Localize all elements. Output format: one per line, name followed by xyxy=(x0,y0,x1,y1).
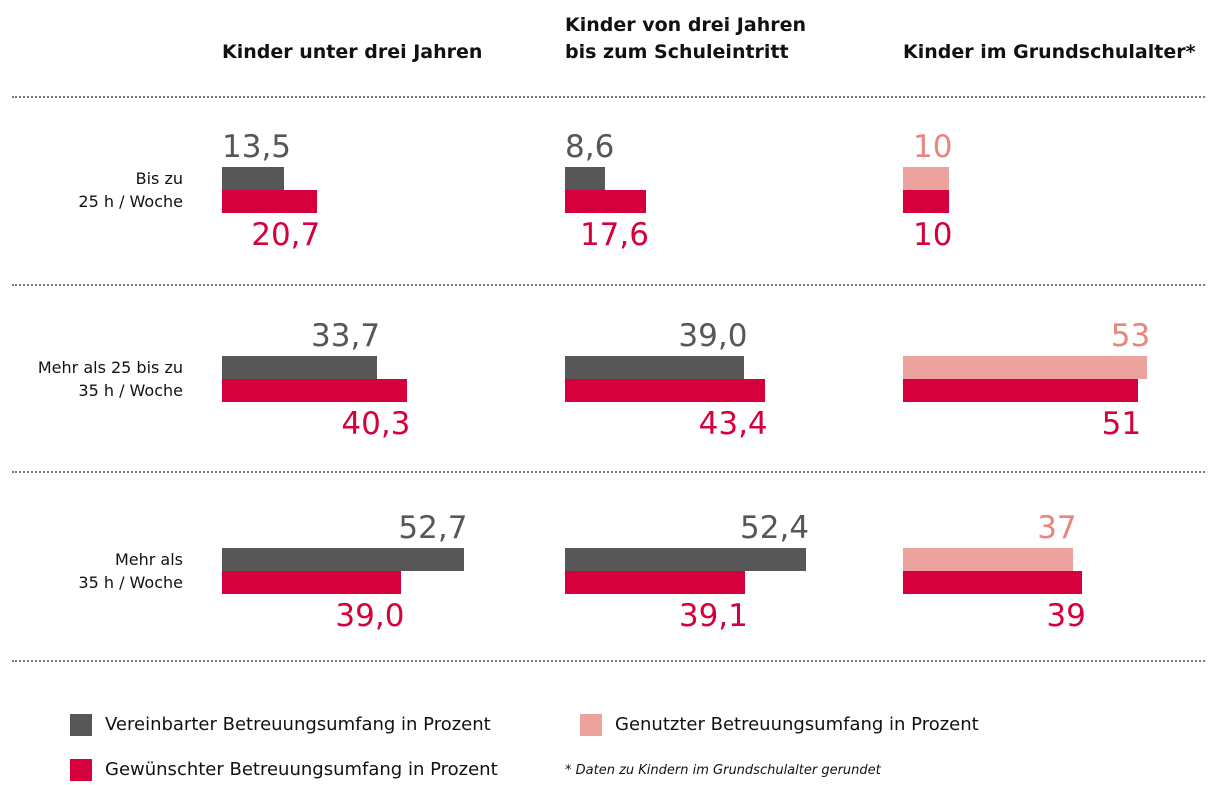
value-label: 20,7 xyxy=(251,217,321,253)
divider xyxy=(12,660,1205,662)
value-label: 52,7 xyxy=(398,510,468,546)
bar xyxy=(565,356,745,379)
bar xyxy=(565,571,745,594)
value-label: 40,3 xyxy=(341,406,411,442)
value-label: 33,7 xyxy=(311,318,381,354)
divider xyxy=(12,471,1205,473)
value-label: 17,6 xyxy=(579,217,649,253)
legend-swatch xyxy=(580,714,602,736)
panel-title: Kinder unter drei Jahren xyxy=(222,41,483,63)
value-label: 8,6 xyxy=(565,129,615,165)
bar xyxy=(565,379,765,402)
bar xyxy=(903,379,1138,402)
value-label: 10 xyxy=(913,217,953,253)
legend-label: Gewünschter Betreuungsumfang in Prozent xyxy=(105,759,498,780)
bar xyxy=(903,190,949,213)
legend-swatch xyxy=(70,714,92,736)
divider xyxy=(12,96,1205,98)
bar xyxy=(222,571,402,594)
panel-title-box: Kinder unter drei Jahren xyxy=(222,0,542,66)
value-label: 52,4 xyxy=(740,510,810,546)
legend-label: Vereinbarter Betreuungsumfang in Prozent xyxy=(105,714,491,735)
bar xyxy=(222,356,378,379)
value-label: 53 xyxy=(1110,318,1151,354)
bar xyxy=(565,167,605,190)
value-label: 39,0 xyxy=(678,318,748,354)
divider xyxy=(12,284,1205,286)
value-label: 39,0 xyxy=(335,598,405,634)
bar xyxy=(222,190,318,213)
panel-title-box: Kinder im Grundschulalter* xyxy=(903,0,1217,66)
bar xyxy=(903,571,1083,594)
value-label: 39,1 xyxy=(678,598,748,634)
bar xyxy=(222,548,465,571)
bar xyxy=(222,379,408,402)
row-label: Mehr als 35 h / Woche xyxy=(78,550,183,592)
bar xyxy=(903,167,949,190)
value-label: 43,4 xyxy=(698,406,768,442)
row-labels: Bis zu 25 h / Woche Mehr als 25 bis zu 35… xyxy=(0,0,183,785)
value-label: 37 xyxy=(1037,510,1077,546)
panel-title: Kinder im Grundschulalter* xyxy=(903,41,1196,63)
footnote: * Daten zu Kindern im Grundschulalter ge… xyxy=(565,763,881,778)
bar xyxy=(565,190,646,213)
panel-title-box: Kinder von drei Jahren bis zum Schuleint… xyxy=(565,0,885,66)
value-label: 10 xyxy=(913,129,953,165)
panel-title: Kinder von drei Jahren bis zum Schuleint… xyxy=(565,14,806,63)
legend-label: Genutzter Betreuungsumfang in Prozent xyxy=(615,714,979,735)
legend-swatch xyxy=(70,759,92,781)
bar xyxy=(903,548,1074,571)
bar xyxy=(903,356,1147,379)
value-label: 13,5 xyxy=(222,129,292,165)
value-label: 51 xyxy=(1101,406,1142,442)
bar xyxy=(565,548,807,571)
row-label: Bis zu 25 h / Woche xyxy=(78,169,183,211)
row-label: Mehr als 25 bis zu 35 h / Woche xyxy=(37,358,183,400)
bar xyxy=(222,167,285,190)
value-label: 39 xyxy=(1046,598,1086,634)
